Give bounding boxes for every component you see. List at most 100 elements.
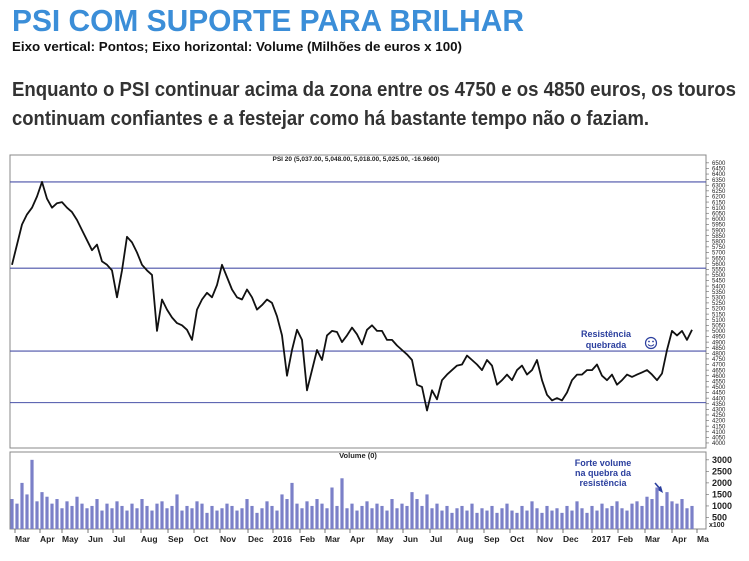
volume-bar bbox=[335, 505, 339, 529]
annotation: Forte volume bbox=[575, 458, 632, 468]
volume-bar bbox=[540, 512, 544, 529]
volume-bar bbox=[440, 510, 444, 529]
panel-title: PSI 20 (5,037.00, 5,048.00, 5,018.00, 5,… bbox=[273, 156, 440, 163]
volume-bar bbox=[645, 496, 649, 529]
y-tick-label: 6250 bbox=[712, 189, 726, 195]
y-tick-label: 4000 bbox=[712, 441, 726, 447]
volume-bar bbox=[260, 508, 264, 529]
volume-bar bbox=[360, 505, 364, 529]
x-tick-label: Apr bbox=[672, 534, 687, 544]
volume-bar bbox=[555, 508, 559, 529]
volume-bar bbox=[245, 499, 249, 529]
volume-bar bbox=[115, 501, 119, 529]
volume-bar bbox=[110, 508, 114, 529]
x-tick-label: Apr bbox=[40, 534, 55, 544]
volume-bar bbox=[400, 503, 404, 529]
y-tick-label: 5100 bbox=[712, 318, 726, 324]
y-tick-label: 6500 bbox=[712, 161, 726, 167]
volume-bar bbox=[550, 510, 554, 529]
y-tick-label: 4600 bbox=[712, 374, 726, 380]
x-tick-label: Aug bbox=[141, 534, 158, 544]
y-tick-label: 4750 bbox=[712, 357, 726, 363]
volume-bar bbox=[680, 499, 684, 529]
volume-bar bbox=[235, 510, 239, 529]
y-tick-label: 5200 bbox=[712, 307, 726, 313]
volume-bar bbox=[500, 508, 504, 529]
volume-bar bbox=[515, 512, 519, 529]
volume-bar bbox=[210, 505, 214, 529]
y-tick-label: 6350 bbox=[712, 178, 726, 184]
y-tick-label: 2500 bbox=[712, 467, 732, 477]
volume-bar bbox=[630, 503, 634, 529]
volume-bar bbox=[40, 492, 44, 529]
x-tick-label: Oct bbox=[194, 534, 208, 544]
volume-bar bbox=[225, 503, 229, 529]
y-tick-label: 5400 bbox=[712, 284, 726, 290]
panel-title: Volume (0) bbox=[339, 451, 377, 460]
volume-bar bbox=[300, 508, 304, 529]
y-tick-label: 4350 bbox=[712, 402, 726, 408]
volume-bar bbox=[450, 512, 454, 529]
volume-bar bbox=[650, 499, 654, 529]
y-tick-label: 5450 bbox=[712, 279, 726, 285]
volume-bar bbox=[370, 508, 374, 529]
volume-bar bbox=[30, 459, 34, 529]
volume-bar bbox=[465, 510, 469, 529]
annotation: na quebra da bbox=[575, 468, 632, 478]
volume-bar bbox=[310, 505, 314, 529]
volume-bar bbox=[265, 501, 269, 529]
y-tick-label: 4900 bbox=[712, 340, 726, 346]
y-tick-label: 4100 bbox=[712, 430, 726, 436]
volume-bar bbox=[365, 501, 369, 529]
volume-bar bbox=[670, 501, 674, 529]
volume-bar bbox=[60, 508, 64, 529]
volume-bar bbox=[240, 508, 244, 529]
y-tick-label: 6300 bbox=[712, 183, 726, 189]
volume-bar bbox=[490, 505, 494, 529]
y-unit: x100 bbox=[709, 522, 725, 529]
x-tick-label: Oct bbox=[510, 534, 524, 544]
y-tick-label: 5750 bbox=[712, 245, 726, 251]
volume-bar bbox=[480, 508, 484, 529]
volume-bar bbox=[45, 496, 49, 529]
volume-bar bbox=[230, 505, 234, 529]
y-tick-label: 3000 bbox=[712, 455, 732, 465]
y-tick-label: 5350 bbox=[712, 290, 726, 296]
volume-bar bbox=[80, 503, 84, 529]
volume-bar bbox=[475, 512, 479, 529]
volume-bar bbox=[600, 503, 604, 529]
volume-bar bbox=[15, 503, 19, 529]
volume-bar bbox=[635, 501, 639, 529]
x-tick-label: Jun bbox=[88, 534, 103, 544]
x-tick-label: May bbox=[377, 534, 394, 544]
volume-bar bbox=[170, 505, 174, 529]
volume-bar bbox=[295, 503, 299, 529]
y-tick-label: 500 bbox=[712, 513, 727, 523]
volume-bar bbox=[90, 505, 94, 529]
volume-bar bbox=[25, 494, 29, 529]
volume-bar bbox=[55, 499, 59, 529]
y-tick-label: 6150 bbox=[712, 200, 726, 206]
y-tick-label: 5900 bbox=[712, 228, 726, 234]
volume-bar bbox=[175, 494, 179, 529]
volume-bar bbox=[275, 510, 279, 529]
y-tick-label: 4250 bbox=[712, 413, 726, 419]
volume-bar bbox=[435, 503, 439, 529]
price-line bbox=[11, 181, 693, 412]
y-tick-label: 4200 bbox=[712, 419, 726, 425]
arrow bbox=[654, 482, 663, 493]
x-tick-label: Jul bbox=[113, 534, 125, 544]
annotation: quebrada bbox=[586, 340, 628, 350]
volume-bar bbox=[485, 510, 489, 529]
volume-bar bbox=[200, 503, 204, 529]
volume-bar bbox=[195, 501, 199, 529]
y-tick-label: 4800 bbox=[712, 352, 726, 358]
y-tick-label: 5000 bbox=[712, 329, 726, 335]
y-tick-label: 1500 bbox=[712, 490, 732, 500]
volume-bar bbox=[340, 478, 344, 529]
y-tick-label: 6100 bbox=[712, 206, 726, 212]
volume-bar bbox=[190, 508, 194, 529]
volume-bar bbox=[255, 512, 259, 529]
volume-bar bbox=[205, 512, 209, 529]
